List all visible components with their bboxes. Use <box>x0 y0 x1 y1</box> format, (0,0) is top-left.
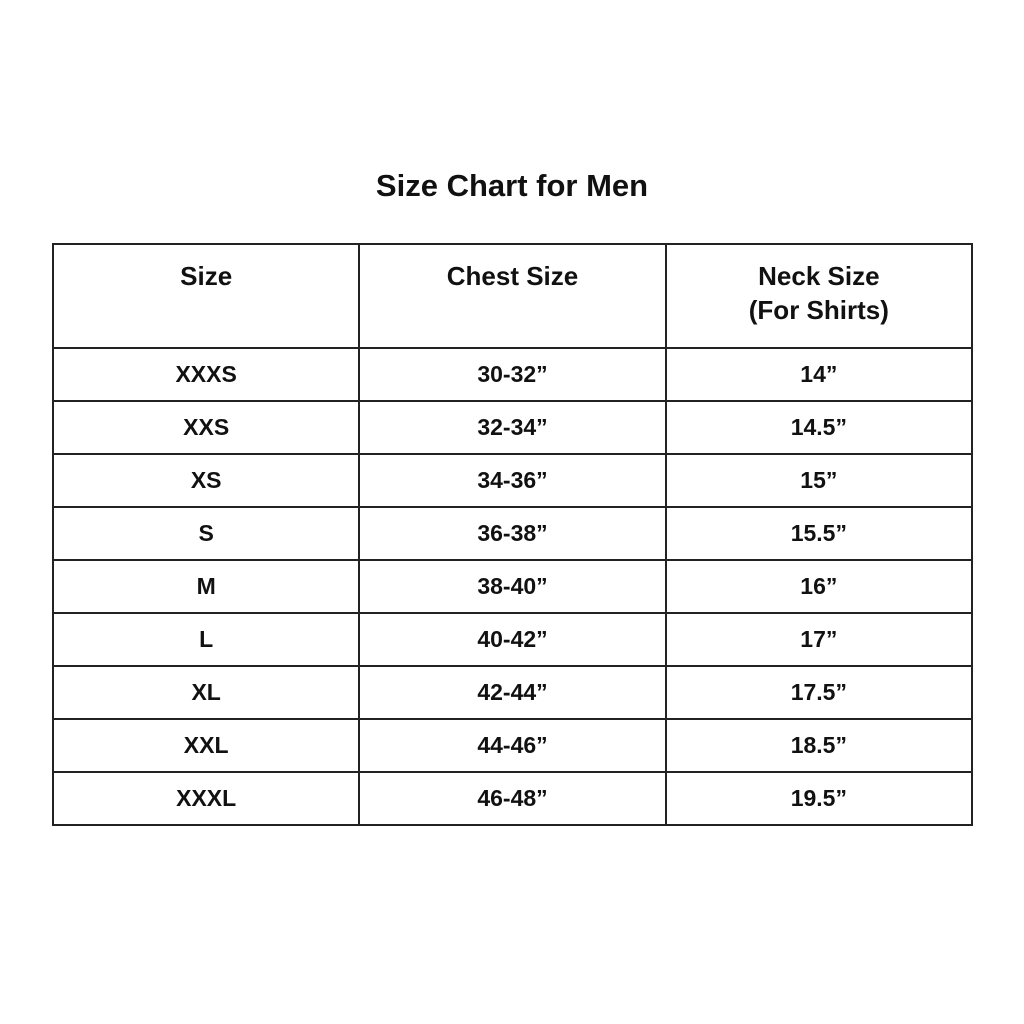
chest-size-cell: 42-44” <box>358 665 667 720</box>
neck-size-cell: 14” <box>664 347 974 402</box>
chest-size-cell: 44-46” <box>358 718 667 773</box>
header-chest-size: Chest Size <box>358 243 667 349</box>
table-row: XL 42-44” 17.5” <box>51 665 974 720</box>
chest-size-cell: 30-32” <box>358 347 667 402</box>
table-row: S 36-38” 15.5” <box>51 506 974 561</box>
size-cell: L <box>51 612 361 667</box>
chest-size-cell: 32-34” <box>358 400 667 455</box>
table-row: M 38-40” 16” <box>51 559 974 614</box>
size-cell: XS <box>51 453 361 508</box>
size-cell: M <box>51 559 361 614</box>
size-cell: XXXS <box>51 347 361 402</box>
size-chart-table: Size Chest Size Neck Size (For Shirts) X… <box>51 243 974 826</box>
neck-size-cell: 16” <box>664 559 974 614</box>
header-neck-size: Neck Size (For Shirts) <box>664 243 974 349</box>
neck-size-cell: 17.5” <box>664 665 974 720</box>
neck-size-cell: 14.5” <box>664 400 974 455</box>
neck-size-cell: 18.5” <box>664 718 974 773</box>
chest-size-cell: 34-36” <box>358 453 667 508</box>
table-row: XXXL 46-48” 19.5” <box>51 771 974 826</box>
chest-size-cell: 46-48” <box>358 771 667 826</box>
header-neck-size-note: (For Shirts) <box>748 295 889 325</box>
neck-size-cell: 15” <box>664 453 974 508</box>
size-cell: XL <box>51 665 361 720</box>
header-neck-size-label: Neck Size <box>758 261 880 291</box>
size-cell: XXS <box>51 400 361 455</box>
neck-size-cell: 17” <box>664 612 974 667</box>
table-row: L 40-42” 17” <box>51 612 974 667</box>
table-row: XS 34-36” 15” <box>51 453 974 508</box>
header-size: Size <box>51 243 361 349</box>
size-cell: XXL <box>51 718 361 773</box>
table-row: XXS 32-34” 14.5” <box>51 400 974 455</box>
table-row: XXL 44-46” 18.5” <box>51 718 974 773</box>
neck-size-cell: 19.5” <box>664 771 974 826</box>
size-cell: XXXL <box>51 771 361 826</box>
page-title: Size Chart for Men <box>375 168 649 203</box>
header-row: Size Chest Size Neck Size (For Shirts) <box>51 243 974 349</box>
size-cell: S <box>51 506 361 561</box>
table-row: XXXS 30-32” 14” <box>51 347 974 402</box>
chest-size-cell: 38-40” <box>358 559 667 614</box>
chest-size-cell: 40-42” <box>358 612 667 667</box>
neck-size-cell: 15.5” <box>664 506 974 561</box>
chest-size-cell: 36-38” <box>358 506 667 561</box>
